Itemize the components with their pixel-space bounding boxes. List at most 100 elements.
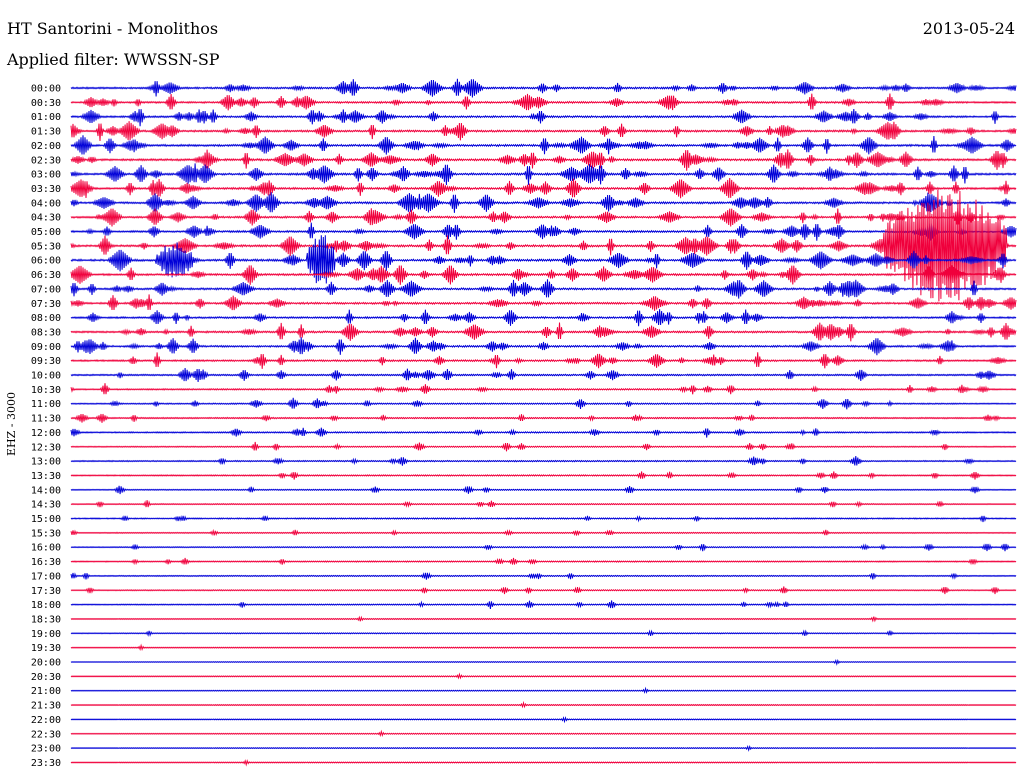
- time-label: 18:00: [31, 600, 61, 611]
- trace-line: [70, 629, 1017, 637]
- trace-line: [70, 108, 1017, 127]
- filter-label: Applied filter: WWSSN-SP: [7, 50, 220, 69]
- time-label: 06:00: [31, 256, 61, 267]
- trace-line: [70, 222, 1017, 241]
- time-label: 16:30: [31, 557, 61, 568]
- station-title: HT Santorini - Monolithos: [7, 19, 219, 38]
- trace-line: [70, 397, 1017, 410]
- trace-line: [70, 177, 1017, 199]
- trace-line: [70, 309, 1017, 327]
- trace-line: [70, 745, 1017, 752]
- time-label: 11:00: [31, 399, 61, 410]
- time-label: 05:30: [31, 241, 61, 252]
- time-label: 06:30: [31, 270, 61, 281]
- trace-line: [70, 600, 1017, 609]
- time-label: 08:00: [31, 313, 61, 324]
- time-label: 17:30: [31, 586, 61, 597]
- trace-line: [70, 78, 1017, 98]
- trace-line: [70, 279, 1017, 299]
- record-date: 2013-05-24: [922, 19, 1015, 38]
- trace-line: [70, 121, 1017, 142]
- time-label: 07:00: [31, 284, 61, 295]
- trace-line: [70, 149, 1017, 171]
- trace-line: [70, 93, 1017, 111]
- trace-line: [70, 207, 1017, 227]
- trace-line: [70, 615, 1017, 623]
- trace-line: [70, 658, 1017, 666]
- trace-line: [70, 543, 1017, 552]
- trace-line: [70, 383, 1017, 395]
- trace-line: [70, 471, 1017, 480]
- time-label: 22:00: [31, 715, 61, 726]
- time-label: 00:30: [31, 98, 61, 109]
- time-label: 12:00: [31, 428, 61, 439]
- time-label: 19:30: [31, 643, 61, 654]
- trace-line: [70, 686, 1017, 694]
- time-label: 15:00: [31, 514, 61, 525]
- trace-line: [70, 367, 1017, 382]
- trace-line: [70, 716, 1017, 724]
- trace-line: [70, 135, 1017, 155]
- time-label: 13:00: [31, 457, 61, 468]
- trace-line: [70, 586, 1017, 595]
- trace-line: [70, 643, 1017, 651]
- time-label: 15:30: [31, 528, 61, 539]
- time-label: 21:00: [31, 686, 61, 697]
- time-label: 10:00: [31, 371, 61, 382]
- trace-line: [70, 500, 1017, 509]
- time-label: 14:00: [31, 485, 61, 496]
- trace-line: [70, 456, 1017, 466]
- time-label: 04:30: [31, 213, 61, 224]
- trace-line: [70, 672, 1017, 680]
- time-label: 01:30: [31, 127, 61, 138]
- trace-line: [70, 515, 1017, 523]
- time-label: 01:00: [31, 112, 61, 123]
- trace-line: [70, 528, 1017, 537]
- trace-line: [70, 485, 1017, 495]
- time-label: 18:30: [31, 614, 61, 625]
- time-label: 03:30: [31, 184, 61, 195]
- time-label: 22:30: [31, 729, 61, 740]
- time-label: 04:00: [31, 198, 61, 209]
- time-label: 19:00: [31, 629, 61, 640]
- trace-line: [70, 729, 1017, 738]
- trace-line: [70, 700, 1017, 709]
- time-label: 20:30: [31, 672, 61, 683]
- time-axis-labels: 00:00 00:30 01:00 01:30 02:00 02:30 03:00 03:30…: [31, 84, 61, 769]
- time-label: 03:00: [31, 170, 61, 181]
- time-label: 14:30: [31, 500, 61, 511]
- trace-line: [70, 265, 1017, 285]
- trace-line: [70, 163, 1017, 186]
- trace-line: [70, 759, 1017, 767]
- time-label: 17:00: [31, 571, 61, 582]
- time-label: 20:00: [31, 658, 61, 669]
- trace-line: [70, 352, 1017, 369]
- time-label: 02:30: [31, 155, 61, 166]
- trace-line: [70, 427, 1017, 438]
- time-label: 08:30: [31, 327, 61, 338]
- trace-line: [70, 235, 1017, 284]
- trace-line: [70, 322, 1017, 342]
- time-label: 23:00: [31, 744, 61, 755]
- time-label: 23:30: [31, 758, 61, 769]
- time-label: 05:00: [31, 227, 61, 238]
- time-label: 09:00: [31, 342, 61, 353]
- time-label: 07:30: [31, 299, 61, 310]
- trace-line: [70, 337, 1017, 356]
- trace-line: [70, 572, 1017, 580]
- time-label: 11:30: [31, 414, 61, 425]
- time-label: 16:00: [31, 543, 61, 554]
- time-label: 21:30: [31, 701, 61, 712]
- time-label: 12:30: [31, 442, 61, 453]
- trace-line: [70, 557, 1017, 566]
- seismic-traces: [70, 78, 1017, 767]
- trace-line: [70, 189, 1017, 302]
- trace-line: [70, 294, 1017, 311]
- time-label: 10:30: [31, 385, 61, 396]
- trace-line: [70, 192, 1017, 213]
- time-label: 09:30: [31, 356, 61, 367]
- trace-line: [70, 441, 1017, 452]
- time-label: 02:00: [31, 141, 61, 152]
